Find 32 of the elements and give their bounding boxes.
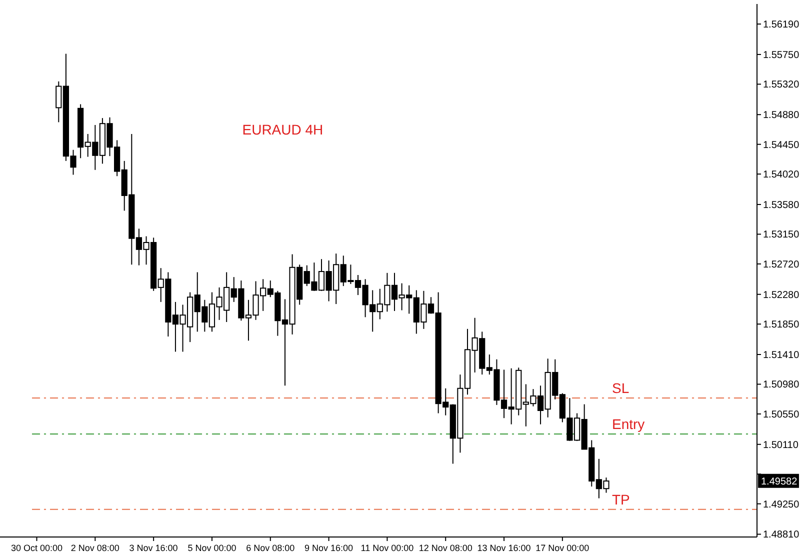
- y-tick-label: 1.54450: [763, 140, 800, 151]
- y-tick-label: 1.50980: [763, 380, 800, 391]
- x-tick-label: 3 Nov 16:00: [129, 543, 178, 553]
- x-tick-label: 5 Nov 00:00: [188, 543, 236, 553]
- y-tick-label: 1.55750: [763, 50, 800, 61]
- y-tick-label: 1.48810: [763, 530, 800, 541]
- text: EURAUD 4H: [242, 122, 324, 138]
- x-tick-label: 11 Nov 00:00: [360, 543, 414, 553]
- y-tick-label: 1.54020: [763, 170, 800, 181]
- x-tick-label: 13 Nov 16:00: [477, 543, 531, 553]
- y-tick-label: 1.55320: [763, 80, 800, 91]
- ref-line-label: TP: [612, 491, 630, 508]
- x-tick-label: 30 Oct 00:00: [10, 543, 63, 553]
- x-tick-label: 12 Nov 08:00: [418, 543, 472, 553]
- x-tick-label: 17 Nov 00:00: [536, 543, 590, 553]
- ref-line-label: SL: [612, 380, 630, 396]
- y-tick-label: 1.53150: [763, 230, 800, 241]
- y-tick-label: 1.53580: [763, 200, 800, 211]
- y-tick-label: 1.51850: [763, 320, 800, 331]
- y-tick-label: 1.49250: [763, 499, 800, 510]
- ref-line-label: Entry: [612, 416, 645, 432]
- y-tick-label: 1.52720: [763, 259, 800, 270]
- y-tick-label: 1.52280: [763, 290, 800, 301]
- y-tick-label: 1.54880: [763, 110, 800, 122]
- x-tick-label: 9 Nov 16:00: [304, 543, 354, 553]
- y-tick-label: 1.56190: [763, 20, 800, 31]
- annotation: 1.49582: [761, 476, 798, 488]
- y-tick-label: 1.50110: [763, 440, 799, 451]
- x-tick-label: 2 Nov 08:00: [70, 543, 120, 553]
- x-tick-label: 6 Nov 08:00: [246, 543, 295, 553]
- y-tick-label: 1.50550: [763, 409, 800, 420]
- y-tick-label: 1.51410: [763, 350, 800, 361]
